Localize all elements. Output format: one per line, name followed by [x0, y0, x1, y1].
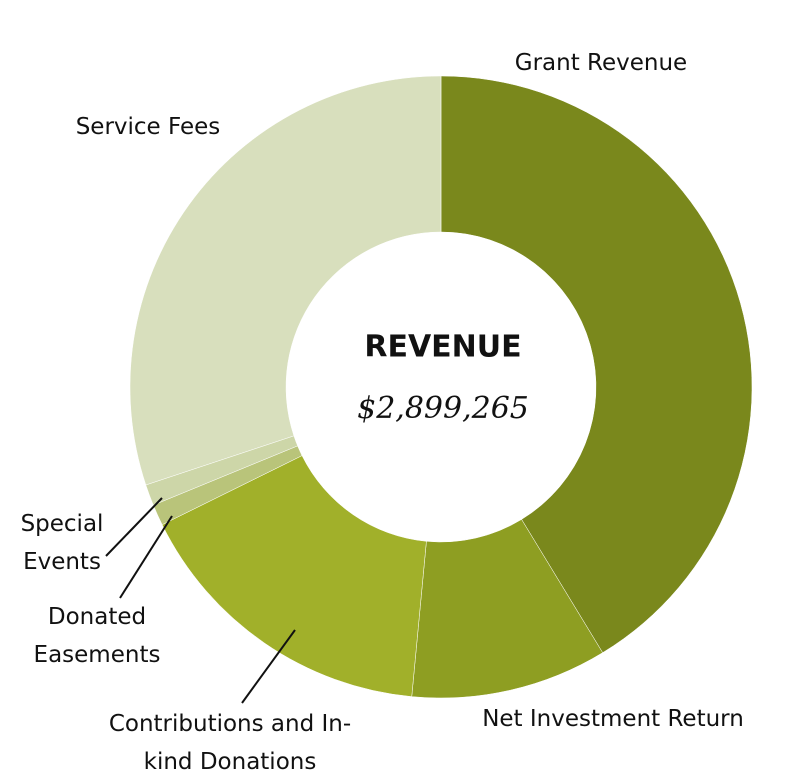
donut-segment	[161, 455, 427, 697]
leader-line	[105, 497, 163, 557]
leader-line	[119, 515, 173, 599]
segment-label: Net Investment Return	[482, 706, 744, 732]
donut-segment	[129, 75, 442, 486]
center-value: $2,899,265	[357, 391, 529, 426]
segment-label: Contributions and In-kind Donations	[108, 711, 352, 775]
center-title: REVENUE	[364, 330, 521, 365]
segment-label: Special Events	[20, 511, 104, 575]
segment-label: Service Fees	[75, 114, 221, 140]
leader-line	[241, 629, 296, 704]
segment-label: Donated Easements	[33, 604, 161, 668]
segment-label: Grant Revenue	[514, 50, 688, 76]
